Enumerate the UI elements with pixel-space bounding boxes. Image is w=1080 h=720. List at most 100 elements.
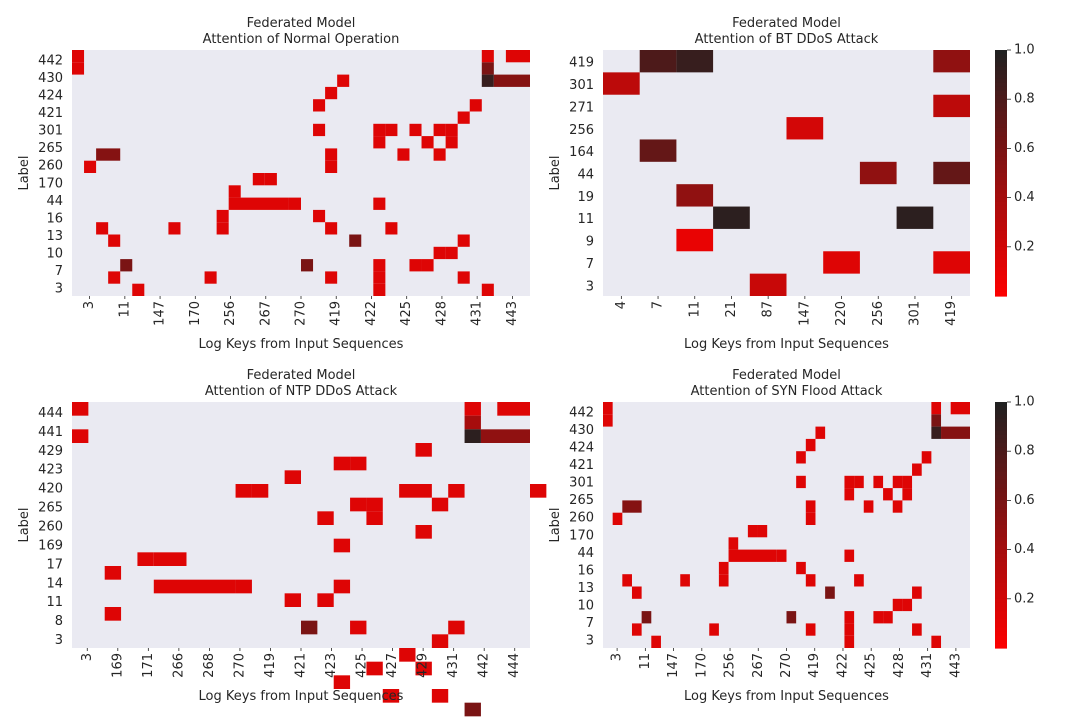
panel-subtitle: Attention of SYN Flood Attack [691,384,883,399]
y-tick-label: 265 [38,501,63,516]
heatmap-cell [933,50,970,73]
heatmap-cell [844,549,855,562]
colorbar-segment [995,631,1007,637]
heatmap-cell [728,549,777,562]
x-tick-label: 428 [892,653,907,678]
heatmap-cell [72,402,89,416]
y-tick-label: 430 [569,423,594,438]
y-tick-label: 271 [569,100,594,115]
x-tick-label: 220 [834,301,849,326]
x-axis-label: Log Keys from Input Sequences [199,689,404,704]
heatmap-cell [373,197,386,210]
y-tick-label: 301 [38,124,63,139]
heatmap-cell [350,497,367,512]
y-tick-label: 44 [577,168,594,183]
heatmap-cell [457,111,470,124]
colorbar-segment [995,447,1007,452]
y-tick-label: 429 [38,444,63,459]
x-tick-label: 11 [687,301,702,318]
heatmap-cell [72,50,85,63]
y-tick-label: 10 [577,599,594,614]
y-tick-label: 419 [569,56,594,71]
heatmap-cell [464,402,481,416]
colorbar-segment [995,136,1007,141]
y-tick-label: 442 [569,405,594,420]
heatmap-cell [317,511,334,525]
colorbar-segment [995,230,1007,236]
heatmap-cell [313,123,326,137]
heatmap-cell [373,136,386,149]
x-tick-label: 11 [638,653,653,670]
heatmap-cell [825,586,835,599]
heatmap-cell [902,488,913,501]
colorbar-segment [995,590,1007,596]
heatmap-cell [844,623,855,636]
x-tick-label: 4 [614,301,629,309]
y-tick-label: 16 [577,563,594,578]
heatmap-cell [284,593,301,607]
y-tick-label: 442 [38,53,63,68]
x-tick-label: 270 [294,301,309,326]
x-tick-label: 87 [761,301,776,318]
colorbar-segment [995,82,1007,88]
x-tick-label: 3 [610,653,625,661]
colorbar-segment [995,291,1007,297]
colorbar-tick-label: 0.8 [1014,444,1035,459]
colorbar-segment [995,86,1007,92]
y-tick-label: 7 [55,264,63,279]
heatmap-cell [433,148,446,161]
heatmap-cell [464,702,481,717]
y-tick-label: 265 [569,493,594,508]
colorbar-segment [995,598,1007,604]
heatmap-cell [933,161,970,185]
colorbar-segment [995,611,1007,616]
heatmap-cell [252,173,265,186]
x-tick-label: 169 [110,653,125,678]
colorbar-tick-label: 0.8 [1014,92,1035,107]
x-tick-label: 419 [329,301,344,326]
heatmap-cell [505,50,530,63]
heatmap-cell [530,484,547,498]
x-tick-label: 431 [920,653,935,678]
colorbar-segment [995,242,1007,248]
heatmap-cell [228,197,289,210]
colorbar-segment [995,91,1007,96]
heatmap-cell [713,206,750,229]
colorbar-segment [995,455,1007,460]
heatmap-cell [228,185,241,198]
heatmap-cell [481,283,494,296]
heatmap-cell [153,579,236,594]
x-tick-label: 419 [944,301,959,326]
y-tick-label: 301 [569,476,594,491]
heatmap-cell [313,209,326,223]
y-tick-label: 3 [586,634,594,649]
heatmap-cell [902,598,913,612]
heatmap-cell [333,456,351,471]
heatmap-cell [883,611,893,624]
y-tick-label: 3 [586,279,594,294]
x-tick-label: 147 [797,301,812,326]
colorbar-segment [995,541,1007,547]
heatmap-cell [931,426,942,439]
heatmap-cell [639,50,677,73]
heatmap-cell [912,463,922,476]
y-tick-label: 170 [569,528,594,543]
x-tick-label: 425 [355,653,370,678]
colorbar-segment [995,119,1007,125]
colorbar-tick-label: 0.6 [1014,141,1035,156]
heatmap-cell [786,117,824,140]
heatmap-cell [805,623,816,636]
colorbar-segment [995,164,1007,170]
heatmap-cell [863,500,874,513]
heatmap-cell [385,222,398,235]
heatmap-cell [204,271,217,284]
heatmap-cell [844,488,855,501]
colorbar-segment [995,520,1007,526]
heatmap-cell [445,123,458,137]
heatmap-cell [399,484,416,498]
colorbar-segment [995,62,1007,67]
colorbar-segment [995,443,1007,448]
heatmap-cell [796,561,806,575]
